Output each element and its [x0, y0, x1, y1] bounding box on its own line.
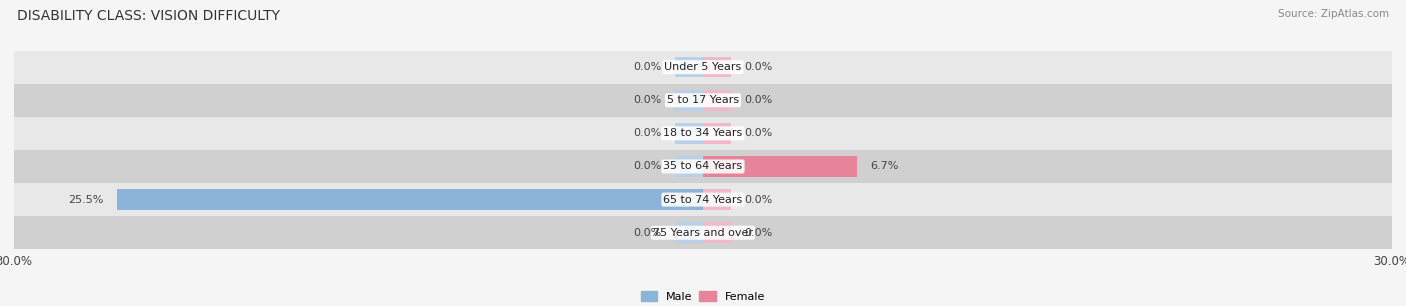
- Text: 5 to 17 Years: 5 to 17 Years: [666, 95, 740, 105]
- Text: 6.7%: 6.7%: [870, 162, 898, 171]
- Text: DISABILITY CLASS: VISION DIFFICULTY: DISABILITY CLASS: VISION DIFFICULTY: [17, 9, 280, 23]
- Bar: [14, 50, 1392, 84]
- Bar: [675, 123, 703, 144]
- Text: 0.0%: 0.0%: [744, 228, 772, 238]
- Text: 75 Years and over: 75 Years and over: [652, 228, 754, 238]
- Legend: Male, Female: Male, Female: [641, 291, 765, 302]
- Bar: [14, 150, 1392, 183]
- Text: 0.0%: 0.0%: [744, 62, 772, 72]
- Text: 35 to 64 Years: 35 to 64 Years: [664, 162, 742, 171]
- Bar: [675, 57, 703, 77]
- Bar: [703, 57, 731, 77]
- Text: 18 to 34 Years: 18 to 34 Years: [664, 129, 742, 138]
- Text: Source: ZipAtlas.com: Source: ZipAtlas.com: [1278, 9, 1389, 19]
- Bar: [675, 90, 703, 110]
- Bar: [675, 156, 703, 177]
- Bar: [14, 84, 1392, 117]
- Bar: [703, 123, 731, 144]
- Text: 65 to 74 Years: 65 to 74 Years: [664, 195, 742, 205]
- Bar: [703, 156, 856, 177]
- Bar: [703, 222, 731, 243]
- Bar: [14, 117, 1392, 150]
- Text: 0.0%: 0.0%: [634, 95, 662, 105]
- Text: 0.0%: 0.0%: [744, 129, 772, 138]
- Bar: [117, 189, 703, 210]
- Bar: [703, 189, 731, 210]
- Text: 0.0%: 0.0%: [634, 228, 662, 238]
- Text: Under 5 Years: Under 5 Years: [665, 62, 741, 72]
- Bar: [14, 183, 1392, 216]
- Text: 0.0%: 0.0%: [744, 195, 772, 205]
- Text: 0.0%: 0.0%: [634, 129, 662, 138]
- Bar: [675, 222, 703, 243]
- Text: 0.0%: 0.0%: [634, 162, 662, 171]
- Bar: [703, 90, 731, 110]
- Text: 25.5%: 25.5%: [69, 195, 104, 205]
- Text: 0.0%: 0.0%: [634, 62, 662, 72]
- Bar: [14, 216, 1392, 249]
- Text: 0.0%: 0.0%: [744, 95, 772, 105]
